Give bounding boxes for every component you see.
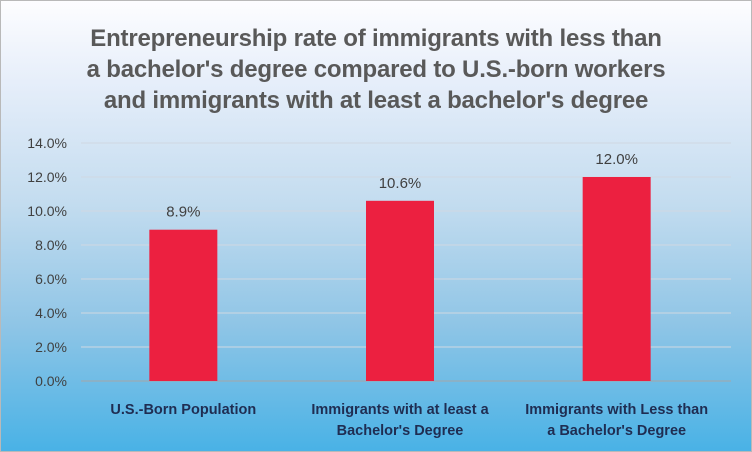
x-tick-label: Immigrants with Less than — [525, 402, 708, 418]
data-label: 10.6% — [379, 175, 422, 192]
y-tick-label: 10.0% — [27, 203, 67, 219]
chart-title-line-1: Entrepreneurship rate of immigrants with… — [90, 25, 662, 52]
y-tick-label: 6.0% — [35, 271, 67, 287]
bar — [366, 200, 434, 381]
chart-title-line-2: a bachelor's degree compared to U.S.-bor… — [86, 56, 666, 83]
x-tick-label: a Bachelor's Degree — [547, 423, 686, 439]
data-label: 12.0% — [595, 151, 638, 168]
bar — [149, 229, 218, 381]
y-tick-label: 8.0% — [35, 237, 67, 253]
y-tick-label: 2.0% — [35, 339, 67, 355]
bar — [582, 177, 651, 381]
y-tick-label: 4.0% — [35, 305, 67, 321]
data-label: 8.9% — [166, 204, 200, 221]
y-tick-label: 12.0% — [27, 169, 67, 185]
x-tick-label: U.S.-Born Population — [110, 402, 256, 418]
x-tick-label: Immigrants with at least a — [311, 402, 489, 418]
y-tick-label: 0.0% — [35, 373, 67, 389]
chart-title: Entrepreneurship rate of immigrants with… — [31, 23, 721, 116]
x-tick-label: Bachelor's Degree — [337, 423, 464, 439]
y-tick-label: 14.0% — [27, 135, 67, 151]
chart-title-line-3: and immigrants with at least a bachelor'… — [103, 87, 649, 114]
